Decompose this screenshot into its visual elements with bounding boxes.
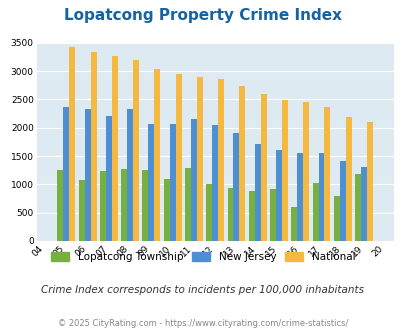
Bar [111, 56, 117, 241]
Bar [303, 102, 309, 241]
Bar [233, 133, 239, 241]
Bar [227, 188, 233, 241]
Bar [339, 161, 345, 241]
Bar [217, 80, 224, 241]
Bar [324, 107, 330, 241]
Bar [142, 170, 148, 241]
Bar [154, 69, 160, 241]
Bar [100, 171, 106, 241]
Bar [121, 169, 127, 241]
Bar [63, 107, 69, 241]
Bar [254, 144, 260, 241]
Bar [345, 117, 351, 241]
Text: Lopatcong Property Crime Index: Lopatcong Property Crime Index [64, 8, 341, 23]
Bar [296, 153, 303, 241]
Bar [169, 124, 175, 241]
Bar [106, 116, 111, 241]
Bar [275, 149, 281, 241]
Bar [79, 181, 84, 241]
Bar [366, 122, 372, 241]
Bar [248, 191, 254, 241]
Bar [185, 168, 190, 241]
Bar [84, 109, 90, 241]
Bar [269, 189, 275, 241]
Bar [312, 183, 318, 241]
Bar [354, 175, 360, 241]
Bar [57, 170, 63, 241]
Bar [260, 94, 266, 241]
Text: © 2025 CityRating.com - https://www.cityrating.com/crime-statistics/: © 2025 CityRating.com - https://www.city… [58, 319, 347, 328]
Bar [190, 119, 196, 241]
Text: Crime Index corresponds to incidents per 100,000 inhabitants: Crime Index corresponds to incidents per… [41, 285, 364, 295]
Bar [239, 86, 245, 241]
Bar [133, 60, 139, 241]
Bar [212, 125, 217, 241]
Bar [127, 109, 133, 241]
Bar [196, 77, 202, 241]
Bar [281, 100, 287, 241]
Bar [333, 196, 339, 241]
Bar [291, 207, 296, 241]
Bar [175, 74, 181, 241]
Bar [206, 184, 212, 241]
Legend: Lopatcong Township, New Jersey, National: Lopatcong Township, New Jersey, National [51, 252, 354, 262]
Bar [318, 153, 324, 241]
Bar [90, 52, 96, 241]
Bar [163, 179, 169, 241]
Bar [360, 167, 366, 241]
Bar [148, 124, 154, 241]
Bar [69, 48, 75, 241]
